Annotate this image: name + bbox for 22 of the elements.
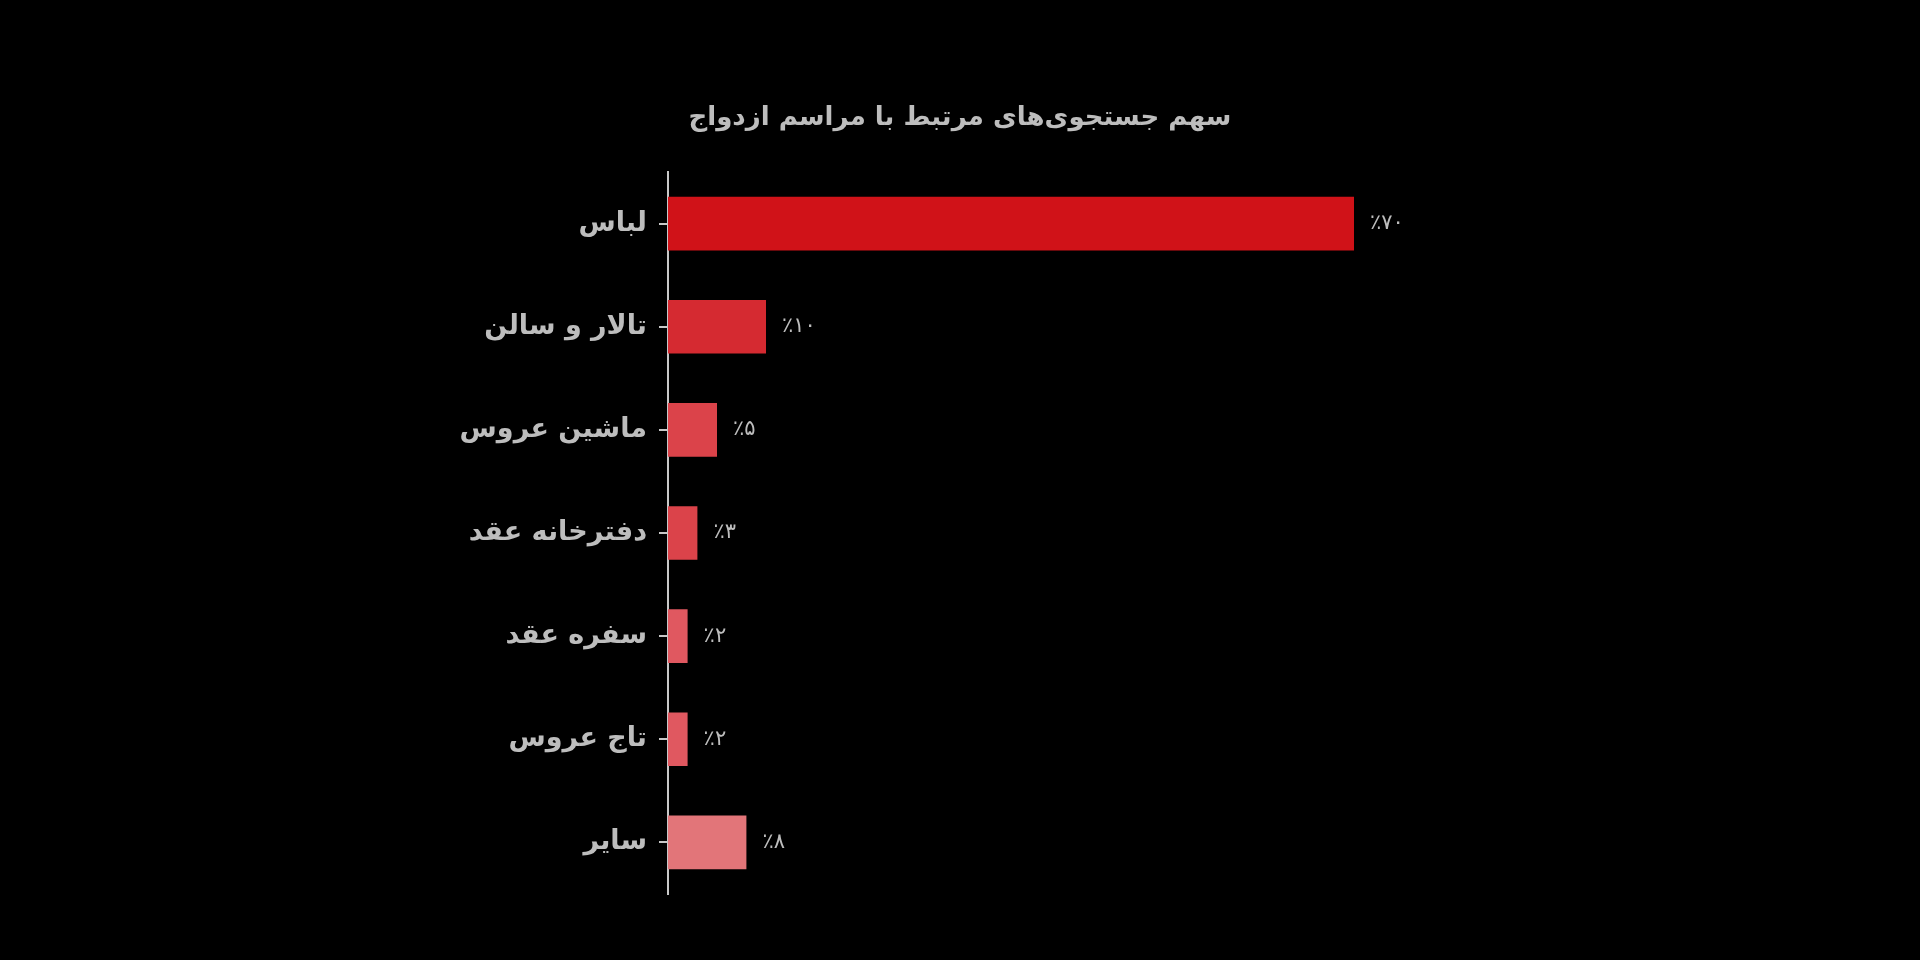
data-label: ٪۲ xyxy=(703,622,727,647)
y-tick-label: تاج عروس xyxy=(508,721,647,754)
data-label: ٪۵ xyxy=(733,416,756,441)
y-tick-label: ماشین عروس xyxy=(459,411,647,444)
chart-title: سهم جستجوی‌های مرتبط با مراسم ازدواج xyxy=(688,100,1232,132)
y-tick-label: سفره عقد xyxy=(505,618,647,651)
bar xyxy=(668,196,1354,251)
data-label: ٪۲ xyxy=(703,725,727,750)
data-label: ٪۱۰ xyxy=(782,313,816,338)
y-tick-label: لباس xyxy=(578,205,647,237)
y-tick-label: سایر xyxy=(581,824,647,857)
y-tick-label: تالار و سالن xyxy=(484,308,647,341)
bar xyxy=(668,506,698,560)
bar xyxy=(668,609,688,663)
bar xyxy=(668,299,766,354)
bar xyxy=(668,403,717,457)
bar xyxy=(668,712,688,767)
data-label: ٪۸ xyxy=(762,828,785,853)
data-label: ٪۷۰ xyxy=(1370,210,1404,235)
bar xyxy=(668,815,747,870)
data-label: ٪۳ xyxy=(713,519,736,544)
y-tick-label: دفترخانه عقد xyxy=(468,515,647,548)
